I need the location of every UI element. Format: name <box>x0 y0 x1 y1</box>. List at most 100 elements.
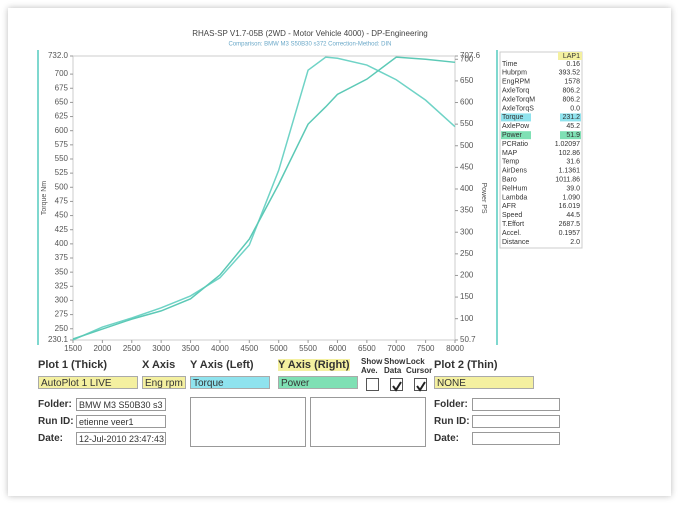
field-label: Folder: <box>434 399 468 410</box>
y-tick-label: 400 <box>55 239 69 248</box>
text-field[interactable] <box>472 432 560 445</box>
checkbox[interactable] <box>414 378 427 392</box>
readout-value: 806.2 <box>562 88 580 95</box>
readout-name: AxleTorqM <box>502 96 535 103</box>
y-tick-label: 550 <box>55 154 69 163</box>
checkbox[interactable] <box>390 378 403 392</box>
readout-name: Hubrpm <box>502 70 527 77</box>
readout-value: 1011.86 <box>555 177 580 184</box>
y-tick-label: 425 <box>55 225 69 234</box>
x-tick-label: 5500 <box>299 344 317 353</box>
y2-tick-label: 700 <box>460 54 474 63</box>
readout-value: 2.0 <box>570 239 580 246</box>
x-tick-label: 7500 <box>417 344 435 353</box>
y2-tick-label: 350 <box>460 206 474 215</box>
text-field[interactable]: etienne veer1 <box>76 415 166 428</box>
readout-name: Distance <box>502 239 529 246</box>
readout-value: 393.52 <box>559 70 581 77</box>
readout-value: 0.1957 <box>559 230 581 237</box>
y-tick-label: 230.1 <box>48 335 69 344</box>
y-tick-label: 600 <box>55 126 69 135</box>
series-line <box>72 56 456 341</box>
y-axis-label: Torque Nm <box>41 181 48 215</box>
readout-value: 806.2 <box>562 96 580 103</box>
y2-tick-label: 450 <box>460 162 474 171</box>
dropdown[interactable]: AutoPlot 1 LIVE <box>38 376 138 389</box>
dropdown[interactable]: Torque <box>190 376 270 389</box>
readout-value: 2687.5 <box>559 221 581 228</box>
x-tick-label: 8000 <box>446 344 464 353</box>
readout-name: Baro <box>502 177 517 184</box>
readout-name: T.Effort <box>502 221 524 228</box>
x-tick-label: 7000 <box>387 344 405 353</box>
x-tick-label: 4500 <box>240 344 258 353</box>
column-header: Y Axis (Right) <box>278 359 350 371</box>
readout-value: 1.090 <box>562 194 580 201</box>
y2-tick-label: 50.7 <box>460 335 476 344</box>
dropdown[interactable]: NONE <box>434 376 534 389</box>
chart-title: RHAS-SP V1.7-05B (2WD - Motor Vehicle 40… <box>192 29 428 38</box>
dropdown[interactable]: Eng rpm <box>142 376 186 389</box>
readout-panel <box>499 51 583 249</box>
readout-header: LAP1 <box>563 53 580 60</box>
readout-name: RelHum <box>502 185 527 192</box>
readout-value: 44.5 <box>566 212 580 219</box>
readout-name: AirDens <box>502 168 527 175</box>
field-label: Run ID: <box>38 416 74 427</box>
y-tick-label: 475 <box>55 197 69 206</box>
y2-tick-label: 550 <box>460 119 474 128</box>
notes-box <box>310 397 426 447</box>
x-tick-label: 1500 <box>64 344 82 353</box>
x-tick-label: 3500 <box>182 344 200 353</box>
x-tick-label: 2500 <box>123 344 141 353</box>
readout-value: 16.019 <box>559 203 581 210</box>
readout-name: AxleTorqS <box>502 105 534 112</box>
readout-highlight <box>501 113 531 122</box>
x-tick-label: 5000 <box>270 344 288 353</box>
y2-tick-label: 300 <box>460 227 474 236</box>
readout-name: Accel. <box>502 230 521 237</box>
toggle-header: Show Ave. <box>361 357 383 375</box>
field-label: Run ID: <box>434 416 470 427</box>
column-header: Plot 1 (Thick) <box>38 359 108 371</box>
readout-name: Lambda <box>502 194 527 201</box>
y-tick-label: 575 <box>55 140 69 149</box>
y2-tick-label: 600 <box>460 98 474 107</box>
y2-tick-label: 150 <box>460 292 474 301</box>
readout-value: 31.6 <box>566 159 580 166</box>
readout-header-bg <box>558 52 582 60</box>
readout-name: Speed <box>502 212 522 219</box>
readout-name: EngRPM <box>502 79 530 86</box>
text-field[interactable] <box>472 415 560 428</box>
readout-highlight <box>560 113 581 122</box>
y-tick-label: 275 <box>55 310 69 319</box>
readout-name: AFR <box>502 203 516 210</box>
y-tick-label: 250 <box>55 324 69 333</box>
column-header: Y Axis (Left) <box>190 359 254 371</box>
readout-name: Time <box>502 61 517 68</box>
readout-value: 231.2 <box>562 114 580 121</box>
y-tick-label: 350 <box>55 267 69 276</box>
chart-subtitle: Comparison: BMW M3 S50B30 s372 Correctio… <box>228 42 391 48</box>
notes-box <box>190 397 306 447</box>
text-field[interactable] <box>472 398 560 411</box>
y-tick-label: 625 <box>55 112 69 121</box>
y-tick-label: 375 <box>55 253 69 262</box>
checkbox[interactable] <box>366 378 379 391</box>
y2-tick-label: 707.6 <box>460 51 481 60</box>
readout-name: PCRatio <box>502 141 528 148</box>
text-field[interactable]: 12-Jul-2010 23:47:43 <box>76 432 166 445</box>
readout-value: 39.0 <box>566 185 580 192</box>
plot-area <box>72 55 456 341</box>
y-tick-label: 525 <box>55 168 69 177</box>
y-tick-label: 650 <box>55 98 69 107</box>
readout-value: 1578 <box>564 79 580 86</box>
x-tick-label: 6500 <box>358 344 376 353</box>
readout-value: 102.86 <box>559 150 581 157</box>
dropdown[interactable]: Power <box>278 376 358 389</box>
series-line <box>72 56 456 340</box>
readout-name: AxlePow <box>502 123 530 130</box>
text-field[interactable]: BMW M3 S50B30 s3 <box>76 398 166 411</box>
readout-name: MAP <box>502 150 518 157</box>
